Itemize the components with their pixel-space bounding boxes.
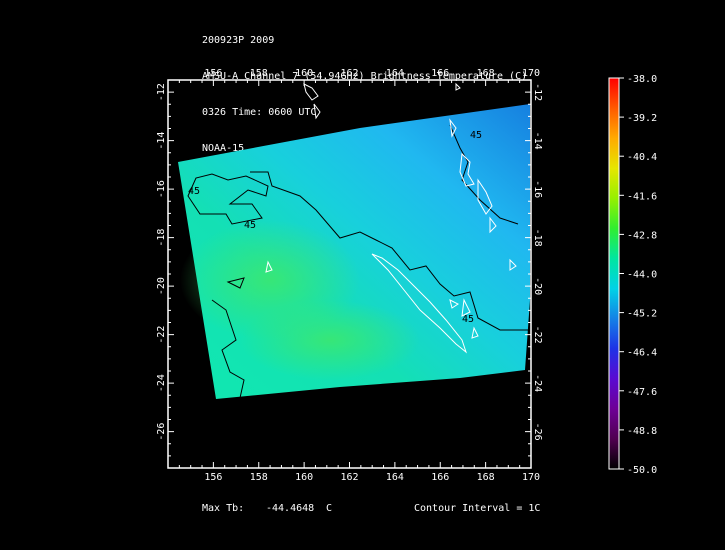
- lon-tick-label-bottom: 166: [431, 472, 449, 483]
- contour-label: 45: [188, 186, 200, 197]
- colorbar-label: -42.8: [627, 230, 657, 241]
- map-ticks: [167, 79, 532, 469]
- satellite-name: NOAA-15: [202, 143, 245, 154]
- contour-45-main: [250, 171, 530, 331]
- lat-tick-label-left: -24: [156, 374, 167, 392]
- lat-tick-label-right: -24: [532, 374, 543, 392]
- islet-1: [509, 258, 517, 271]
- contour-label-group: 45 45 45 45: [188, 130, 482, 325]
- lat-tick-label-left: -12: [156, 83, 167, 101]
- lat-tick-label-left: -18: [156, 229, 167, 247]
- lat-tick-label-right: -26: [532, 423, 543, 441]
- figure-header: 200923P 2009 AMSU-A Channel 7 (54.94GHz)…: [202, 11, 527, 167]
- vanuatu-coast-3: [477, 178, 493, 215]
- colorbar-ticks: -38.0 -39.2 -40.4 -41.6 -42.8 -44.0 -45.2 -46.4…: [619, 74, 657, 476]
- contour-label: 45: [462, 314, 474, 325]
- colorbar-label: -50.0: [627, 465, 657, 476]
- colorbar-label: -38.0: [627, 74, 657, 85]
- lon-tick-label-top: 166: [431, 68, 449, 79]
- solomon-islands: [303, 82, 461, 120]
- lon-tick-label-top: 158: [250, 68, 268, 79]
- lon-tick-label-bottom: 168: [477, 472, 495, 483]
- warm-region-south: [240, 300, 420, 380]
- lat-tick-label-right: -20: [532, 277, 543, 295]
- lon-tick-label-bottom: 156: [204, 472, 222, 483]
- colorbar-label: -48.8: [627, 426, 657, 437]
- lat-labels-right: -12 -14 -16 -18 -20 -22 -24 -26: [532, 83, 543, 441]
- coastlines: [265, 82, 517, 354]
- lat-tick-label-right: -14: [532, 132, 543, 150]
- contour-label: 45: [244, 220, 256, 231]
- contour-45-south: [211, 299, 245, 399]
- lon-tick-label-top: 160: [295, 68, 313, 79]
- colorbar-label: -46.4: [627, 348, 657, 359]
- lat-tick-label-right: -16: [532, 180, 543, 198]
- contour-label: 45: [470, 130, 482, 141]
- islet-2: [265, 260, 273, 273]
- max-tb-label: Max Tb:: [202, 503, 245, 514]
- colorbar-label: -41.6: [627, 191, 657, 202]
- colorbar-label: -39.2: [627, 113, 657, 124]
- lon-labels-top: 156 158 160 162 164 166 168 170: [204, 68, 540, 79]
- lon-tick-label-top: 156: [204, 68, 222, 79]
- lat-tick-label-right: -18: [532, 229, 543, 247]
- contour-interval: Contour Interval = 1C: [414, 503, 541, 514]
- vanuatu-coast-4: [489, 216, 497, 234]
- lat-tick-label-right: -22: [532, 326, 543, 344]
- storm-id-line: 200923P 2009: [202, 35, 275, 46]
- lon-tick-label-top: 168: [477, 68, 495, 79]
- contour-small: [226, 277, 245, 289]
- contour-45-west: [187, 173, 269, 225]
- colorbar-label: -44.0: [627, 270, 657, 281]
- colorbar: [608, 77, 620, 470]
- lon-tick-label-top: 164: [386, 68, 404, 79]
- colorbar-label: -45.2: [627, 309, 657, 320]
- lat-tick-label-left: -16: [156, 180, 167, 198]
- colorbar-label: -40.4: [627, 152, 657, 163]
- product-title: AMSU-A Channel 7 (54.94GHz) Brightness T…: [202, 71, 528, 82]
- vanuatu-coast-2: [459, 152, 475, 187]
- lon-tick-label-bottom: 170: [522, 472, 540, 483]
- new-caledonia-coast: [371, 253, 468, 354]
- lon-tick-label-top: 162: [340, 68, 358, 79]
- lat-tick-label-left: -26: [156, 423, 167, 441]
- lon-tick-label-bottom: 162: [340, 472, 358, 483]
- time-line: 0326 Time: 0600 UTC: [202, 107, 317, 118]
- max-tb-unit: C: [326, 503, 333, 514]
- lon-tick-label-bottom: 160: [295, 472, 313, 483]
- colorbar-label: -47.6: [627, 387, 657, 398]
- lat-tick-label-right: -12: [532, 83, 543, 101]
- lon-tick-label-bottom: 158: [250, 472, 268, 483]
- lat-labels-left: -12 -14 -16 -18 -20 -22 -24 -26: [156, 83, 167, 441]
- lon-tick-label-bottom: 164: [386, 472, 404, 483]
- contour-45-north: [449, 124, 519, 225]
- loyalty-islands: [449, 298, 479, 339]
- max-tb-value: -44.4648: [266, 503, 315, 514]
- lat-tick-label-left: -20: [156, 277, 167, 295]
- lon-labels-bottom: 156 158 160 162 164 166 168 170: [204, 472, 540, 483]
- lat-tick-label-left: -22: [156, 326, 167, 344]
- lon-tick-label-top: 170: [522, 68, 540, 79]
- vanuatu-coast-1: [449, 118, 457, 138]
- lat-tick-label-left: -14: [156, 132, 167, 150]
- contour-lines: [187, 124, 530, 399]
